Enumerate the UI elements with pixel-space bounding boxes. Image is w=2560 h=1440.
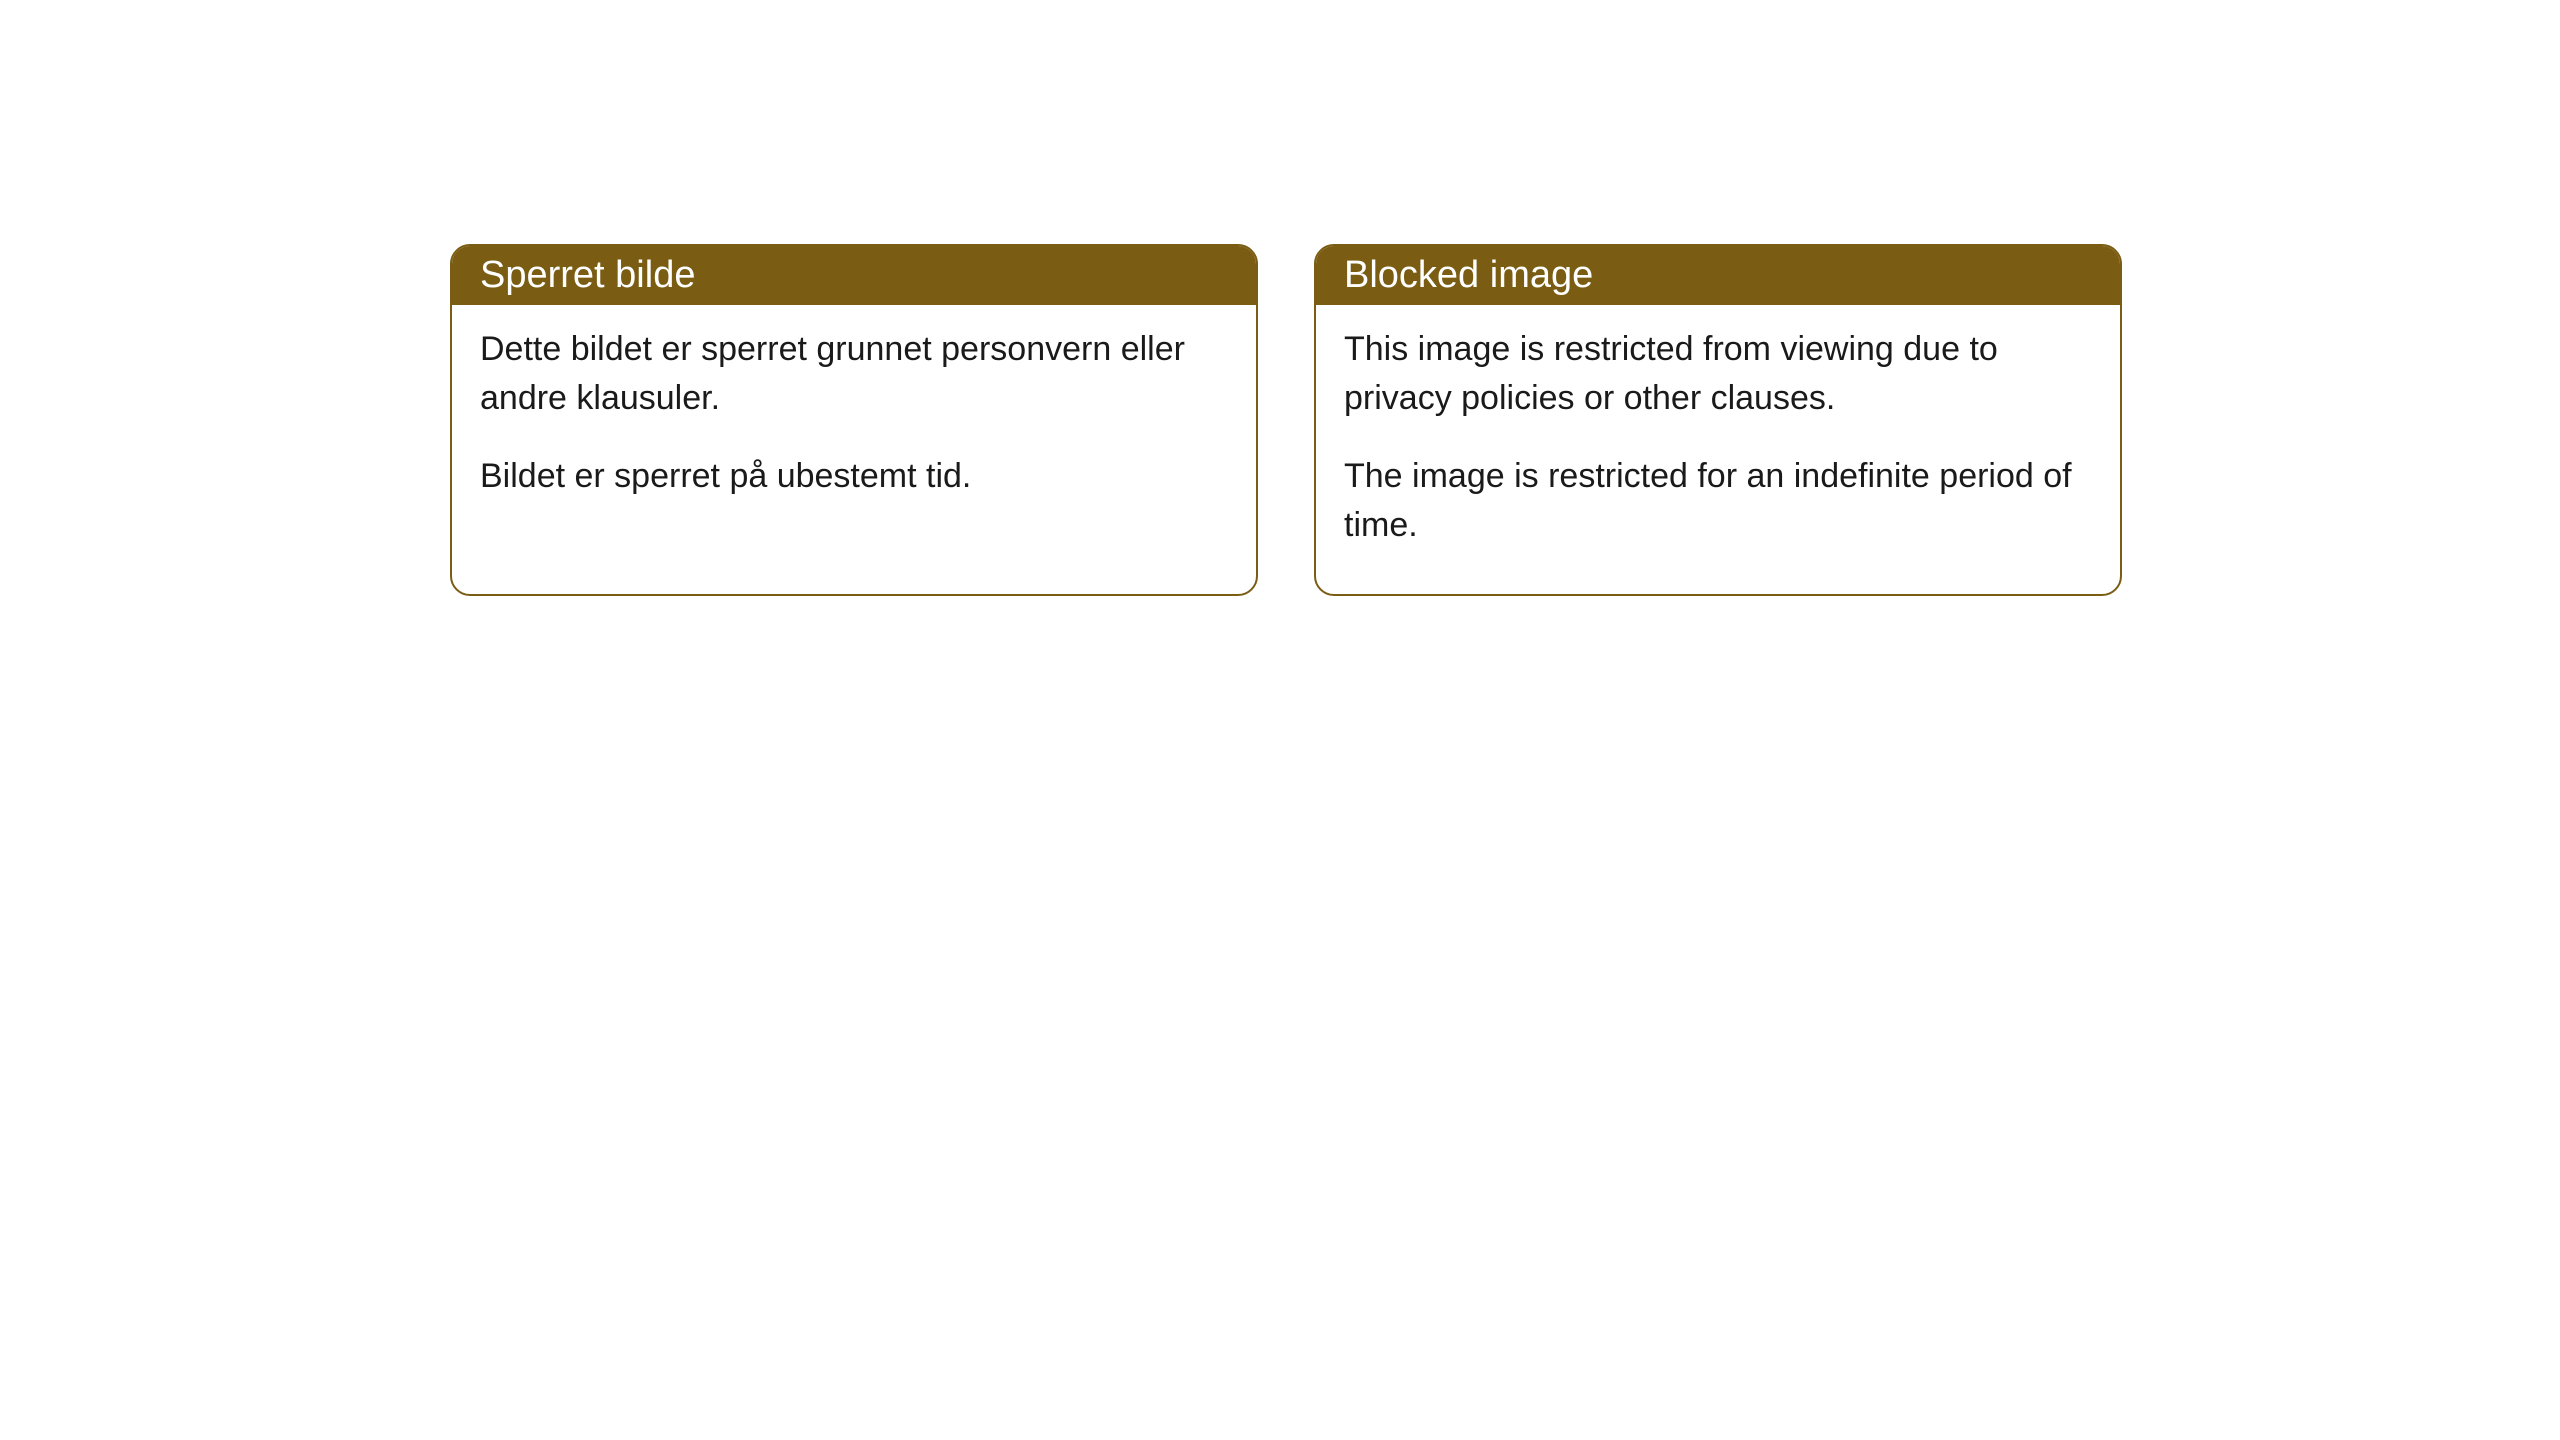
card-paragraph: Dette bildet er sperret grunnet personve… xyxy=(480,325,1228,424)
blocked-image-cards-row: Sperret bilde Dette bildet er sperret gr… xyxy=(450,244,2122,596)
card-paragraph: The image is restricted for an indefinit… xyxy=(1344,452,2092,551)
card-header-norwegian: Sperret bilde xyxy=(452,246,1256,305)
card-title: Sperret bilde xyxy=(480,254,695,296)
card-paragraph: This image is restricted from viewing du… xyxy=(1344,325,2092,424)
card-paragraph: Bildet er sperret på ubestemt tid. xyxy=(480,452,1228,501)
card-body-norwegian: Dette bildet er sperret grunnet personve… xyxy=(452,305,1256,545)
blocked-image-card-english: Blocked image This image is restricted f… xyxy=(1314,244,2122,596)
card-header-english: Blocked image xyxy=(1316,246,2120,305)
card-body-english: This image is restricted from viewing du… xyxy=(1316,305,2120,594)
blocked-image-card-norwegian: Sperret bilde Dette bildet er sperret gr… xyxy=(450,244,1258,596)
card-title: Blocked image xyxy=(1344,254,1593,296)
